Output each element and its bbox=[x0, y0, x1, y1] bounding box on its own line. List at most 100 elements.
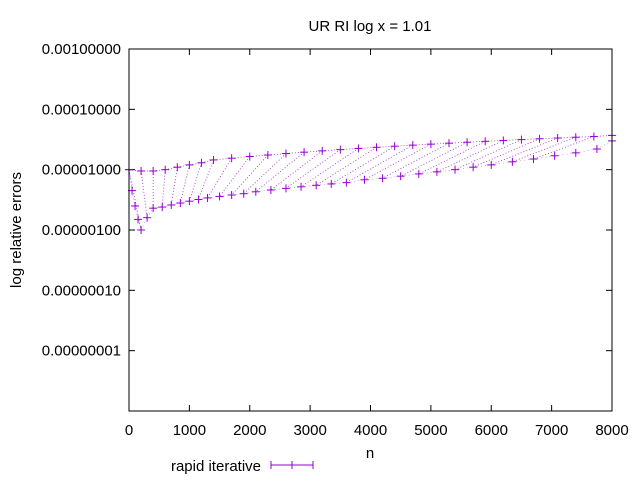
x-tick-label: 8000 bbox=[595, 422, 628, 439]
series-0-point bbox=[143, 213, 152, 222]
series-0-sawtooth-line bbox=[128, 169, 142, 231]
series-0-point bbox=[360, 175, 369, 184]
series-0-envelope-point bbox=[444, 139, 453, 148]
series-0-envelope-point bbox=[209, 155, 218, 164]
x-tick-label: 4000 bbox=[354, 422, 387, 439]
x-axis-ticks: 0 1000 2000 3000 4000 5000 6000 7000 8000 bbox=[125, 49, 629, 439]
series-0-sawtooth-line bbox=[346, 144, 413, 183]
series-0-point bbox=[194, 195, 203, 204]
series-0-envelope-point bbox=[281, 149, 290, 158]
series-0-envelope-point bbox=[149, 167, 158, 176]
chart-title: UR RI log x = 1.01 bbox=[309, 18, 432, 35]
legend: rapid iterative bbox=[171, 458, 314, 475]
series-0-lower-line bbox=[198, 197, 208, 200]
series-0-upper-line bbox=[189, 162, 202, 166]
series-0-envelope-point bbox=[408, 141, 417, 150]
series-0-point bbox=[149, 204, 158, 213]
series-0-point bbox=[134, 215, 143, 224]
series-0-lower-line bbox=[171, 202, 181, 206]
series-0-sawtooth-line bbox=[436, 140, 504, 173]
series-0-point bbox=[469, 163, 478, 172]
legend-label: rapid iterative bbox=[171, 458, 261, 475]
x-tick-label: 1000 bbox=[173, 422, 206, 439]
y-axis-label: log relative errors bbox=[8, 172, 25, 288]
series-0-point bbox=[227, 191, 236, 200]
series-0-envelope-point bbox=[571, 133, 580, 142]
x-tick-label: 3000 bbox=[293, 422, 326, 439]
x-tick-label: 6000 bbox=[475, 422, 508, 439]
series-0-sawtooth-line bbox=[243, 153, 287, 194]
series-0-point bbox=[571, 148, 580, 157]
x-tick-label: 2000 bbox=[233, 422, 266, 439]
y-tick-label: 0.00001000 bbox=[42, 162, 121, 179]
series-0-envelope-point bbox=[499, 136, 508, 145]
series-0-envelope-point bbox=[227, 154, 236, 163]
series-0-point bbox=[185, 197, 194, 206]
series-0-sawtooth-line bbox=[140, 170, 148, 218]
legend-key-marker bbox=[288, 461, 296, 469]
y-tick-label: 0.00000010 bbox=[42, 282, 121, 299]
series-0-sawtooth-line bbox=[170, 167, 178, 206]
series-0-point bbox=[203, 193, 212, 202]
plot-frame bbox=[128, 48, 613, 412]
y-tick-label: 0.00000001 bbox=[42, 343, 121, 360]
series-0-sawtooth-line bbox=[454, 139, 522, 171]
series-0-point bbox=[396, 172, 405, 181]
series-0-point bbox=[167, 200, 176, 209]
y-tick-label: 0.00100000 bbox=[42, 41, 121, 58]
series-0-point bbox=[432, 167, 441, 176]
series-0-envelope-point bbox=[535, 134, 544, 143]
series-0-envelope-point bbox=[318, 146, 327, 155]
series-0-envelope-point bbox=[372, 143, 381, 152]
series-0-upper-line bbox=[177, 164, 190, 168]
series-0-point bbox=[215, 192, 224, 201]
series-0-envelope-point bbox=[161, 165, 170, 174]
series-0-envelope-point bbox=[481, 137, 490, 146]
y-tick-label: 0.00010000 bbox=[42, 101, 121, 118]
x-tick-label: 5000 bbox=[414, 422, 447, 439]
series-0-upper-line bbox=[128, 169, 142, 172]
series-0-point bbox=[312, 181, 321, 190]
series-0-sawtooth-line bbox=[364, 143, 432, 181]
series-0-upper-line bbox=[165, 166, 178, 171]
series-0-sawtooth-line bbox=[285, 149, 341, 189]
y-tick-label: 0.00000100 bbox=[42, 222, 121, 239]
x-tick-label: 7000 bbox=[535, 422, 568, 439]
series-0-sawtooth-line bbox=[179, 164, 190, 204]
series-0-sawtooth-line bbox=[161, 169, 166, 208]
series-0-point bbox=[297, 182, 306, 191]
x-tick-label: 0 bbox=[125, 422, 133, 439]
series-0-envelope-point bbox=[336, 145, 345, 154]
series-0-envelope-point bbox=[300, 148, 309, 157]
series-0-point bbox=[158, 203, 167, 212]
series-0-point bbox=[251, 187, 260, 196]
series-0-lower-line bbox=[153, 206, 163, 209]
series-0-point bbox=[451, 165, 460, 174]
series-0-envelope-point bbox=[263, 151, 272, 160]
series-0-envelope-point bbox=[185, 160, 194, 169]
series-0-sawtooth-line bbox=[472, 138, 540, 168]
series-0-sawtooth-line bbox=[382, 142, 450, 179]
legend-key bbox=[270, 461, 314, 469]
series-0-envelope-point bbox=[137, 167, 146, 176]
series-0-point bbox=[137, 226, 146, 234]
series-0-sawtooth-line bbox=[331, 145, 395, 185]
series-0-point bbox=[239, 189, 248, 198]
series-0-sawtooth-line bbox=[198, 159, 214, 200]
series-0-lower-line bbox=[596, 140, 613, 150]
series-0-envelope-point bbox=[173, 163, 182, 172]
series-0-envelope-point bbox=[463, 138, 472, 147]
series-0-sawtooth-line bbox=[512, 136, 576, 163]
series-0-point bbox=[592, 145, 601, 154]
series-0-lower-line bbox=[189, 199, 199, 202]
series-0-point bbox=[266, 186, 275, 195]
series-0-point bbox=[550, 151, 559, 160]
series-0-point bbox=[487, 160, 496, 169]
series-0-point bbox=[378, 174, 387, 183]
series-0-upper-line bbox=[201, 159, 214, 164]
series-0-point bbox=[131, 201, 140, 210]
series-markers bbox=[125, 131, 616, 234]
series-0-point bbox=[529, 155, 538, 164]
series-0-point bbox=[281, 184, 290, 193]
